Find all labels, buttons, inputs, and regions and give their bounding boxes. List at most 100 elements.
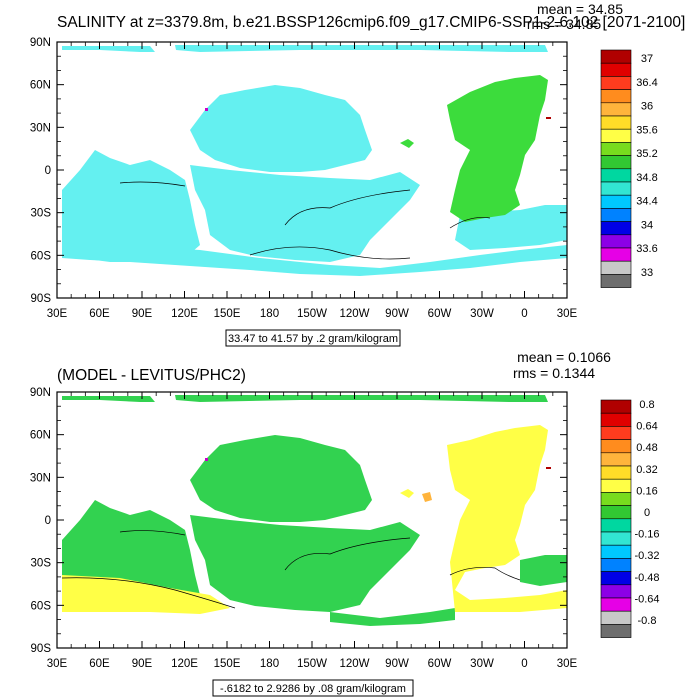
orange-patch <box>422 492 432 502</box>
colorbar-cell <box>600 571 632 586</box>
arctic-ocean-patch <box>62 46 155 52</box>
colorbar-label: 0.64 <box>636 421 657 433</box>
colorbar-label: 34.4 <box>636 196 657 208</box>
gulf-of-mexico <box>400 139 414 148</box>
south-atlantic-green <box>520 555 567 586</box>
x-tick-label: 120W <box>339 308 369 320</box>
colorbar-label: 0.48 <box>636 442 657 454</box>
colorbar-cell <box>600 128 632 143</box>
contour-line <box>449 217 491 229</box>
colorbar-cell <box>600 49 632 64</box>
marker-dot <box>205 458 208 461</box>
colorbar-label: 34 <box>641 219 653 231</box>
y-tick-label: 90S <box>31 293 52 305</box>
y-tick-label: 30S <box>31 208 52 220</box>
panel1-info-box <box>225 329 401 347</box>
x-tick-label: 0 <box>521 308 527 320</box>
panel2-info-box <box>212 679 414 697</box>
x-tick-label: 60E <box>89 308 110 320</box>
colorbar-cell <box>600 597 632 612</box>
colorbar-cell <box>600 439 632 454</box>
y-tick-label: 60S <box>31 250 52 262</box>
contour-line <box>284 189 411 226</box>
colorbar-label: 0.32 <box>636 464 657 476</box>
contour-line <box>284 537 411 571</box>
colorbar-cell <box>600 234 632 249</box>
marker-dot <box>546 117 551 119</box>
x-tick-label: 30W <box>470 308 494 320</box>
panel1-map: 90N 60N 30N 0 30S 60S 90S 30E 60E 90E 120E 150E 180… <box>30 37 578 320</box>
y-tick-label: 0 <box>45 515 51 527</box>
atlantic-diff <box>447 425 567 612</box>
southern-ocean <box>62 240 567 276</box>
colorbar-cell <box>600 208 632 222</box>
colorbar-cell <box>600 531 632 546</box>
north-atlantic <box>447 75 548 222</box>
x-tick-label: 30W <box>470 658 494 670</box>
y-tick-label: 90S <box>31 643 52 655</box>
panel1-info-text: 33.47 to 41.57 by .2 gram/kilogram <box>228 333 398 345</box>
panel2-difference-field <box>61 395 567 626</box>
colorbar-cell <box>600 624 632 638</box>
arctic-ocean-patch <box>175 45 548 52</box>
colorbar-cell <box>600 221 632 236</box>
colorbar-label: -0.48 <box>634 572 659 584</box>
contour-line <box>119 181 186 187</box>
gulf-patch <box>400 489 414 498</box>
colorbar-cell <box>600 115 632 130</box>
y-tick-label: 30S <box>31 558 52 570</box>
y-tick-label: 90N <box>30 387 51 399</box>
y-tick-label: 60N <box>30 430 51 442</box>
panel2-colorbar: 0.8 0.64 0.48 0.32 0.16 0 -0.16 -0.32 -0.48 -0.64… <box>600 399 660 638</box>
colorbar-label: 34.8 <box>636 172 657 184</box>
x-tick-label: 120E <box>171 308 198 320</box>
colorbar-label: 36 <box>641 101 653 113</box>
colorbar-label: 35.6 <box>636 124 657 136</box>
x-tick-label: 60W <box>428 658 452 670</box>
x-tick-label: 30E <box>47 658 68 670</box>
north-pacific <box>190 85 372 172</box>
panel-difference: (MODEL - LEVITUS/PHC2) mean = 0.1066 rms… <box>30 349 660 697</box>
colorbar-cell <box>600 399 632 414</box>
colorbar-cell <box>600 610 632 625</box>
colorbar-label: 36.4 <box>636 77 657 89</box>
south-pacific <box>190 165 420 262</box>
colorbar-label: 35.2 <box>636 148 657 160</box>
colorbar-cell <box>600 89 632 104</box>
panel1-rms: rms = 34.85 <box>527 16 602 32</box>
panel2-info-text: -.6182 to 2.9286 by .08 gram/kilogram <box>220 683 406 695</box>
colorbar-label: 37 <box>641 53 653 65</box>
colorbar-label: 33.6 <box>636 243 657 255</box>
colorbar-cell <box>600 181 632 196</box>
colorbar-cell <box>600 102 632 117</box>
y-tick-label: 60N <box>30 80 51 92</box>
x-tick-label: 0 <box>521 658 527 670</box>
y-tick-label: 0 <box>45 165 51 177</box>
contour-line <box>119 530 186 536</box>
southern-ocean-yellow <box>62 575 230 614</box>
x-tick-label: 30E <box>557 658 578 670</box>
panel1-title: SALINITY at z=3379.8m, b.e21.BSSP126cmip… <box>57 14 685 31</box>
colorbar-cell <box>600 465 632 480</box>
panel1-mean: mean = 34.85 <box>537 1 623 17</box>
arctic-patch <box>62 396 155 402</box>
colorbar-cell <box>600 426 632 440</box>
x-tick-label: 180 <box>260 658 279 670</box>
x-tick-label: 60W <box>428 308 452 320</box>
x-tick-label: 30E <box>557 308 578 320</box>
y-tick-label: 90N <box>30 37 51 49</box>
north-pacific-diff <box>190 435 372 522</box>
colorbar-cell <box>600 155 632 170</box>
y-tick-label: 60S <box>31 600 52 612</box>
colorbar-cell <box>600 452 632 467</box>
panel-salinity: SALINITY at z=3379.8m, b.e21.BSSP126cmip… <box>30 1 685 347</box>
x-tick-label: 30E <box>47 308 68 320</box>
panel2-map: 90N 60N 30N 0 30S 60S 90S 30E 60E 90E 120E 150E 180… <box>30 387 578 670</box>
colorbar-cell <box>600 260 632 275</box>
marker-dot <box>205 108 208 111</box>
x-tick-label: 120E <box>171 658 198 670</box>
colorbar-label: 33 <box>641 267 653 279</box>
x-tick-label: 150W <box>297 308 327 320</box>
x-tick-label: 90W <box>385 308 409 320</box>
